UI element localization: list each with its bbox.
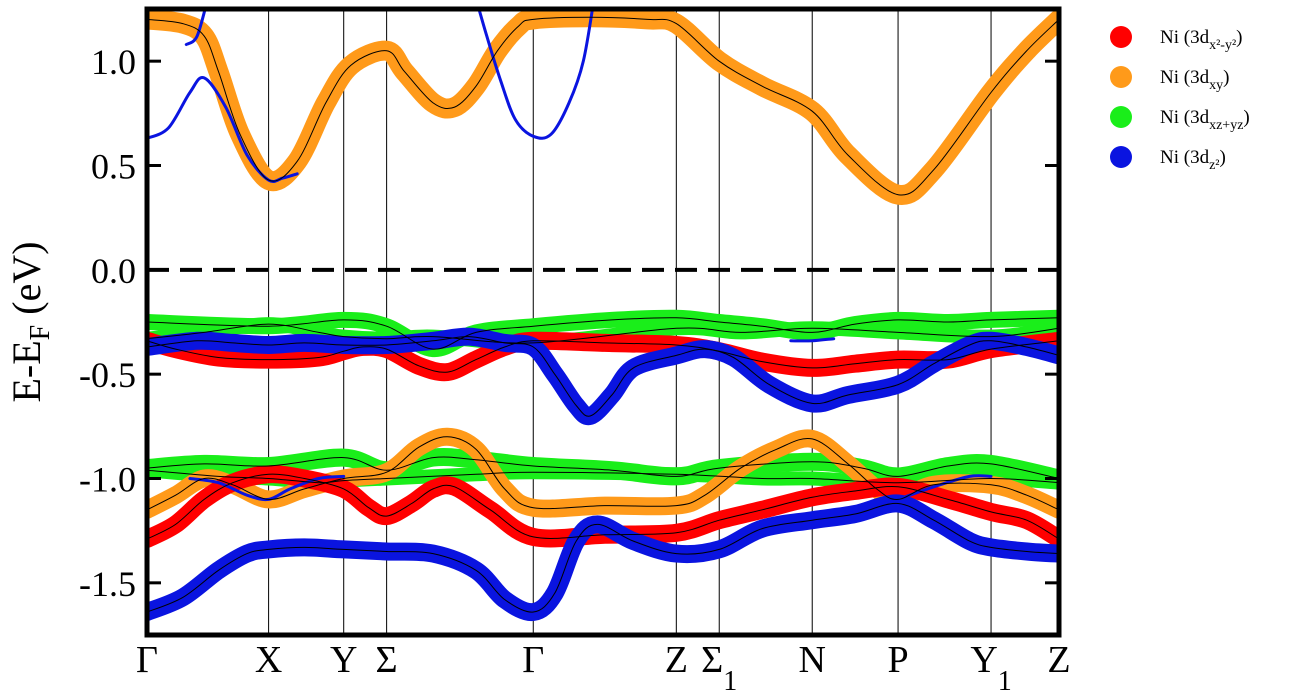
- x-tick-label: Y1: [970, 639, 1011, 697]
- legend: Ni (3dx²-y²) Ni (3dxy) Ni (3dxz+yz) Ni (3dz…: [1110, 26, 1250, 173]
- y-tick-label: -1.5: [79, 564, 136, 604]
- band-fat-line: [147, 9, 1059, 205]
- band-series: [147, 9, 1059, 622]
- legend-marker: [1110, 66, 1132, 88]
- x-tick-label: Y: [330, 639, 357, 681]
- band-line: [147, 473, 1059, 540]
- y-axis-label-main: E-E: [4, 340, 49, 402]
- band-line: [147, 456, 1059, 479]
- x-tick-label: Σ: [376, 639, 398, 681]
- x-tick-label: P: [887, 639, 908, 681]
- legend-marker: [1110, 146, 1132, 168]
- legend-label: Ni (3dxy): [1160, 67, 1229, 93]
- band-line: [147, 436, 1059, 511]
- x-tick-label: N: [798, 639, 825, 681]
- x-tick-label: X: [255, 639, 282, 681]
- band-line: [147, 317, 1059, 350]
- legend-label: Ni (3dz²): [1160, 147, 1226, 173]
- band-line: [147, 16, 1059, 196]
- band-line: [147, 469, 1059, 484]
- x-tick-label: Γ: [522, 639, 544, 681]
- y-tick-label: 0.5: [91, 147, 136, 187]
- y-axis-label: E-EF (eV): [4, 241, 56, 402]
- legend-label: Ni (3dx²-y²): [1160, 27, 1242, 53]
- band-line: [147, 502, 1059, 613]
- band-fat-line: [896, 474, 993, 501]
- band-fat-line: [147, 494, 1059, 622]
- band-fat-line: [789, 337, 836, 343]
- x-axis-ticks: Γ X Y Σ Γ Z Σ1 N P Y1 Z: [136, 639, 1071, 697]
- legend-marker: [1110, 26, 1132, 48]
- x-tick-label: Γ: [136, 639, 158, 681]
- band-fat-line: [477, 9, 594, 140]
- y-tick-label: 1.0: [91, 42, 136, 82]
- band-fat-line: [184, 9, 207, 46]
- y-tick-label: -1.0: [79, 460, 136, 500]
- x-tick-label: Z: [1047, 639, 1070, 681]
- y-tick-label: 0.0: [91, 251, 136, 291]
- band-line: [147, 340, 1059, 373]
- plot-frame: [144, 6, 1062, 638]
- legend-marker: [1110, 106, 1132, 128]
- y-axis-label-tail: (eV): [4, 241, 49, 324]
- y-tick-label: -0.5: [79, 355, 136, 395]
- band-line: [147, 336, 1059, 417]
- x-tick-label: Σ1: [701, 639, 737, 697]
- band-line: [147, 323, 1059, 344]
- legend-label: Ni (3dxz+yz): [1160, 107, 1250, 133]
- x-tick-label: Z: [665, 639, 688, 681]
- y-axis-ticks: 1.0 0.5 0.0 -0.5 -1.0 -1.5: [79, 42, 1059, 604]
- y-axis-label-sub: F: [25, 325, 56, 341]
